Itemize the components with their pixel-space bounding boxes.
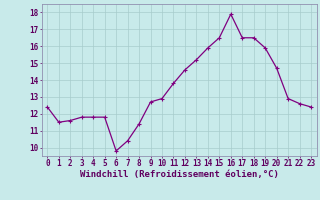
X-axis label: Windchill (Refroidissement éolien,°C): Windchill (Refroidissement éolien,°C) xyxy=(80,170,279,179)
